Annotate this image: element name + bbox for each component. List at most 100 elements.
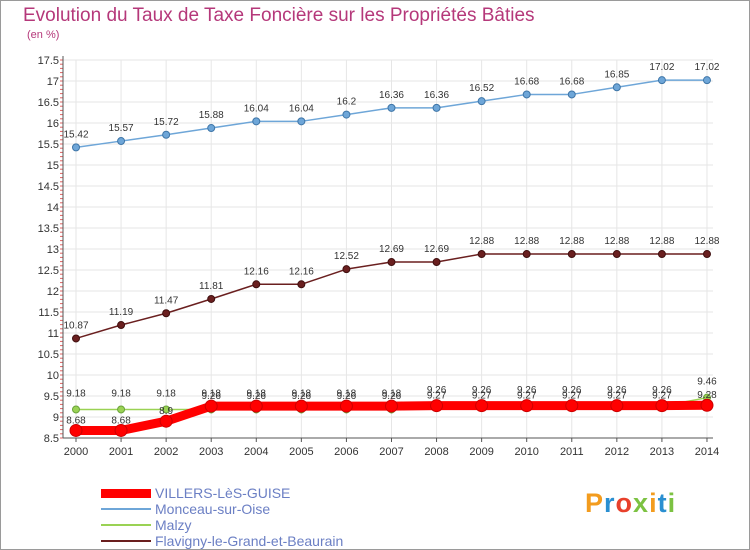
series-point-0 — [204, 399, 218, 413]
data-label-3: 11.47 — [154, 295, 179, 306]
series-point-3 — [252, 280, 261, 289]
series-point-0 — [700, 398, 714, 412]
data-label-3: 12.88 — [649, 236, 674, 247]
y-tick-label: 9 — [53, 412, 59, 424]
data-label-2: 9.26 — [607, 385, 627, 396]
x-tick-label: 2001 — [109, 446, 133, 458]
series-point-0 — [610, 399, 624, 413]
series-point-3 — [72, 334, 80, 343]
data-label-2: 9.26 — [562, 385, 582, 396]
series-point-3 — [702, 250, 711, 259]
data-label-1: 16.52 — [469, 83, 494, 94]
data-label-1: 16.85 — [604, 69, 629, 80]
y-tick-label: 9.5 — [44, 391, 59, 403]
series-point-0 — [565, 399, 579, 413]
y-tick-label: 15 — [47, 160, 59, 172]
data-label-1: 16.36 — [379, 90, 404, 101]
y-tick-label: 12.5 — [38, 265, 59, 277]
series-point-3 — [207, 294, 216, 303]
series-point-3 — [117, 321, 126, 330]
y-tick-label: 8.5 — [44, 433, 59, 445]
series-point-1 — [297, 117, 306, 126]
data-label-3: 12.88 — [604, 236, 629, 247]
data-label-3: 12.52 — [334, 251, 359, 262]
series-point-0 — [159, 414, 173, 428]
series-point-2 — [117, 405, 126, 414]
data-label-3: 12.16 — [289, 266, 314, 277]
legend-swatch — [101, 524, 151, 526]
data-label-0: 8.9 — [159, 406, 173, 417]
logo-letter: i — [667, 488, 677, 518]
legend-swatch — [101, 540, 151, 542]
series-point-1 — [567, 90, 576, 99]
x-tick-label: 2004 — [244, 446, 268, 458]
data-label-0: 9.27 — [607, 391, 627, 402]
series-point-3 — [477, 250, 486, 259]
x-tick-label: 2013 — [650, 446, 674, 458]
data-label-1: 15.57 — [109, 123, 134, 134]
data-label-1: 16.68 — [514, 76, 539, 87]
data-label-2: 9.18 — [382, 388, 402, 399]
series-point-1 — [342, 110, 351, 119]
data-label-0: 9.26 — [382, 391, 402, 402]
series-point-1 — [162, 130, 171, 139]
series-point-3 — [387, 258, 396, 267]
series-point-1 — [252, 117, 261, 126]
x-tick-label: 2009 — [469, 446, 493, 458]
data-label-1: 15.42 — [63, 129, 88, 140]
series-point-0 — [520, 399, 534, 413]
y-tick-label: 13 — [47, 244, 59, 256]
x-tick-label: 2012 — [605, 446, 629, 458]
y-tick-label: 13.5 — [38, 223, 59, 235]
x-tick-label: 2003 — [199, 446, 223, 458]
data-label-0: 9.27 — [562, 391, 582, 402]
series-point-0 — [114, 423, 128, 437]
series-point-0 — [69, 423, 83, 437]
series-point-1 — [432, 103, 441, 112]
data-label-3: 12.88 — [469, 236, 494, 247]
y-tick-label: 17.5 — [38, 55, 59, 67]
data-label-0: 9.26 — [201, 391, 221, 402]
data-label-2: 9.18 — [111, 388, 131, 399]
x-tick-label: 2005 — [289, 446, 313, 458]
data-label-3: 12.88 — [514, 236, 539, 247]
series-point-3 — [342, 265, 351, 274]
data-label-3: 12.69 — [424, 244, 449, 255]
proxiti-logo[interactable]: Proxiti — [585, 488, 676, 519]
data-label-2: 9.26 — [427, 385, 447, 396]
series-point-0 — [249, 399, 263, 413]
series-point-3 — [657, 250, 666, 259]
logo-letter: t — [657, 488, 668, 518]
y-tick-label: 17 — [47, 76, 59, 88]
series-point-1 — [72, 143, 80, 152]
logo-letter: P — [585, 488, 605, 518]
series-point-3 — [567, 250, 576, 259]
data-label-1: 16.04 — [244, 103, 269, 114]
y-tick-label: 10.5 — [38, 349, 59, 361]
data-label-3: 10.87 — [63, 320, 88, 331]
data-label-2: 9.18 — [292, 388, 312, 399]
data-label-0: 9.27 — [427, 391, 447, 402]
data-label-0: 9.28 — [697, 390, 717, 401]
x-tick-label: 2008 — [424, 446, 448, 458]
data-label-1: 16.36 — [424, 90, 449, 101]
series-point-3 — [162, 309, 171, 318]
data-label-2: 9.18 — [337, 388, 357, 399]
series-point-0 — [655, 399, 669, 413]
data-label-0: 9.26 — [247, 391, 267, 402]
data-label-3: 12.16 — [244, 266, 269, 277]
y-tick-label: 11.5 — [38, 307, 59, 319]
data-label-1: 16.2 — [337, 97, 357, 108]
x-tick-label: 2000 — [64, 446, 88, 458]
series-point-1 — [207, 124, 216, 133]
data-label-2: 9.18 — [156, 388, 176, 399]
logo-letter: x — [633, 488, 650, 518]
logo-letter: o — [615, 488, 634, 518]
y-tick-label: 16 — [47, 118, 59, 130]
data-label-0: 8.68 — [111, 415, 131, 426]
series-point-3 — [522, 250, 531, 259]
series-point-3 — [297, 280, 306, 289]
legend-label: VILLERS-LèS-GUISE — [155, 485, 291, 501]
